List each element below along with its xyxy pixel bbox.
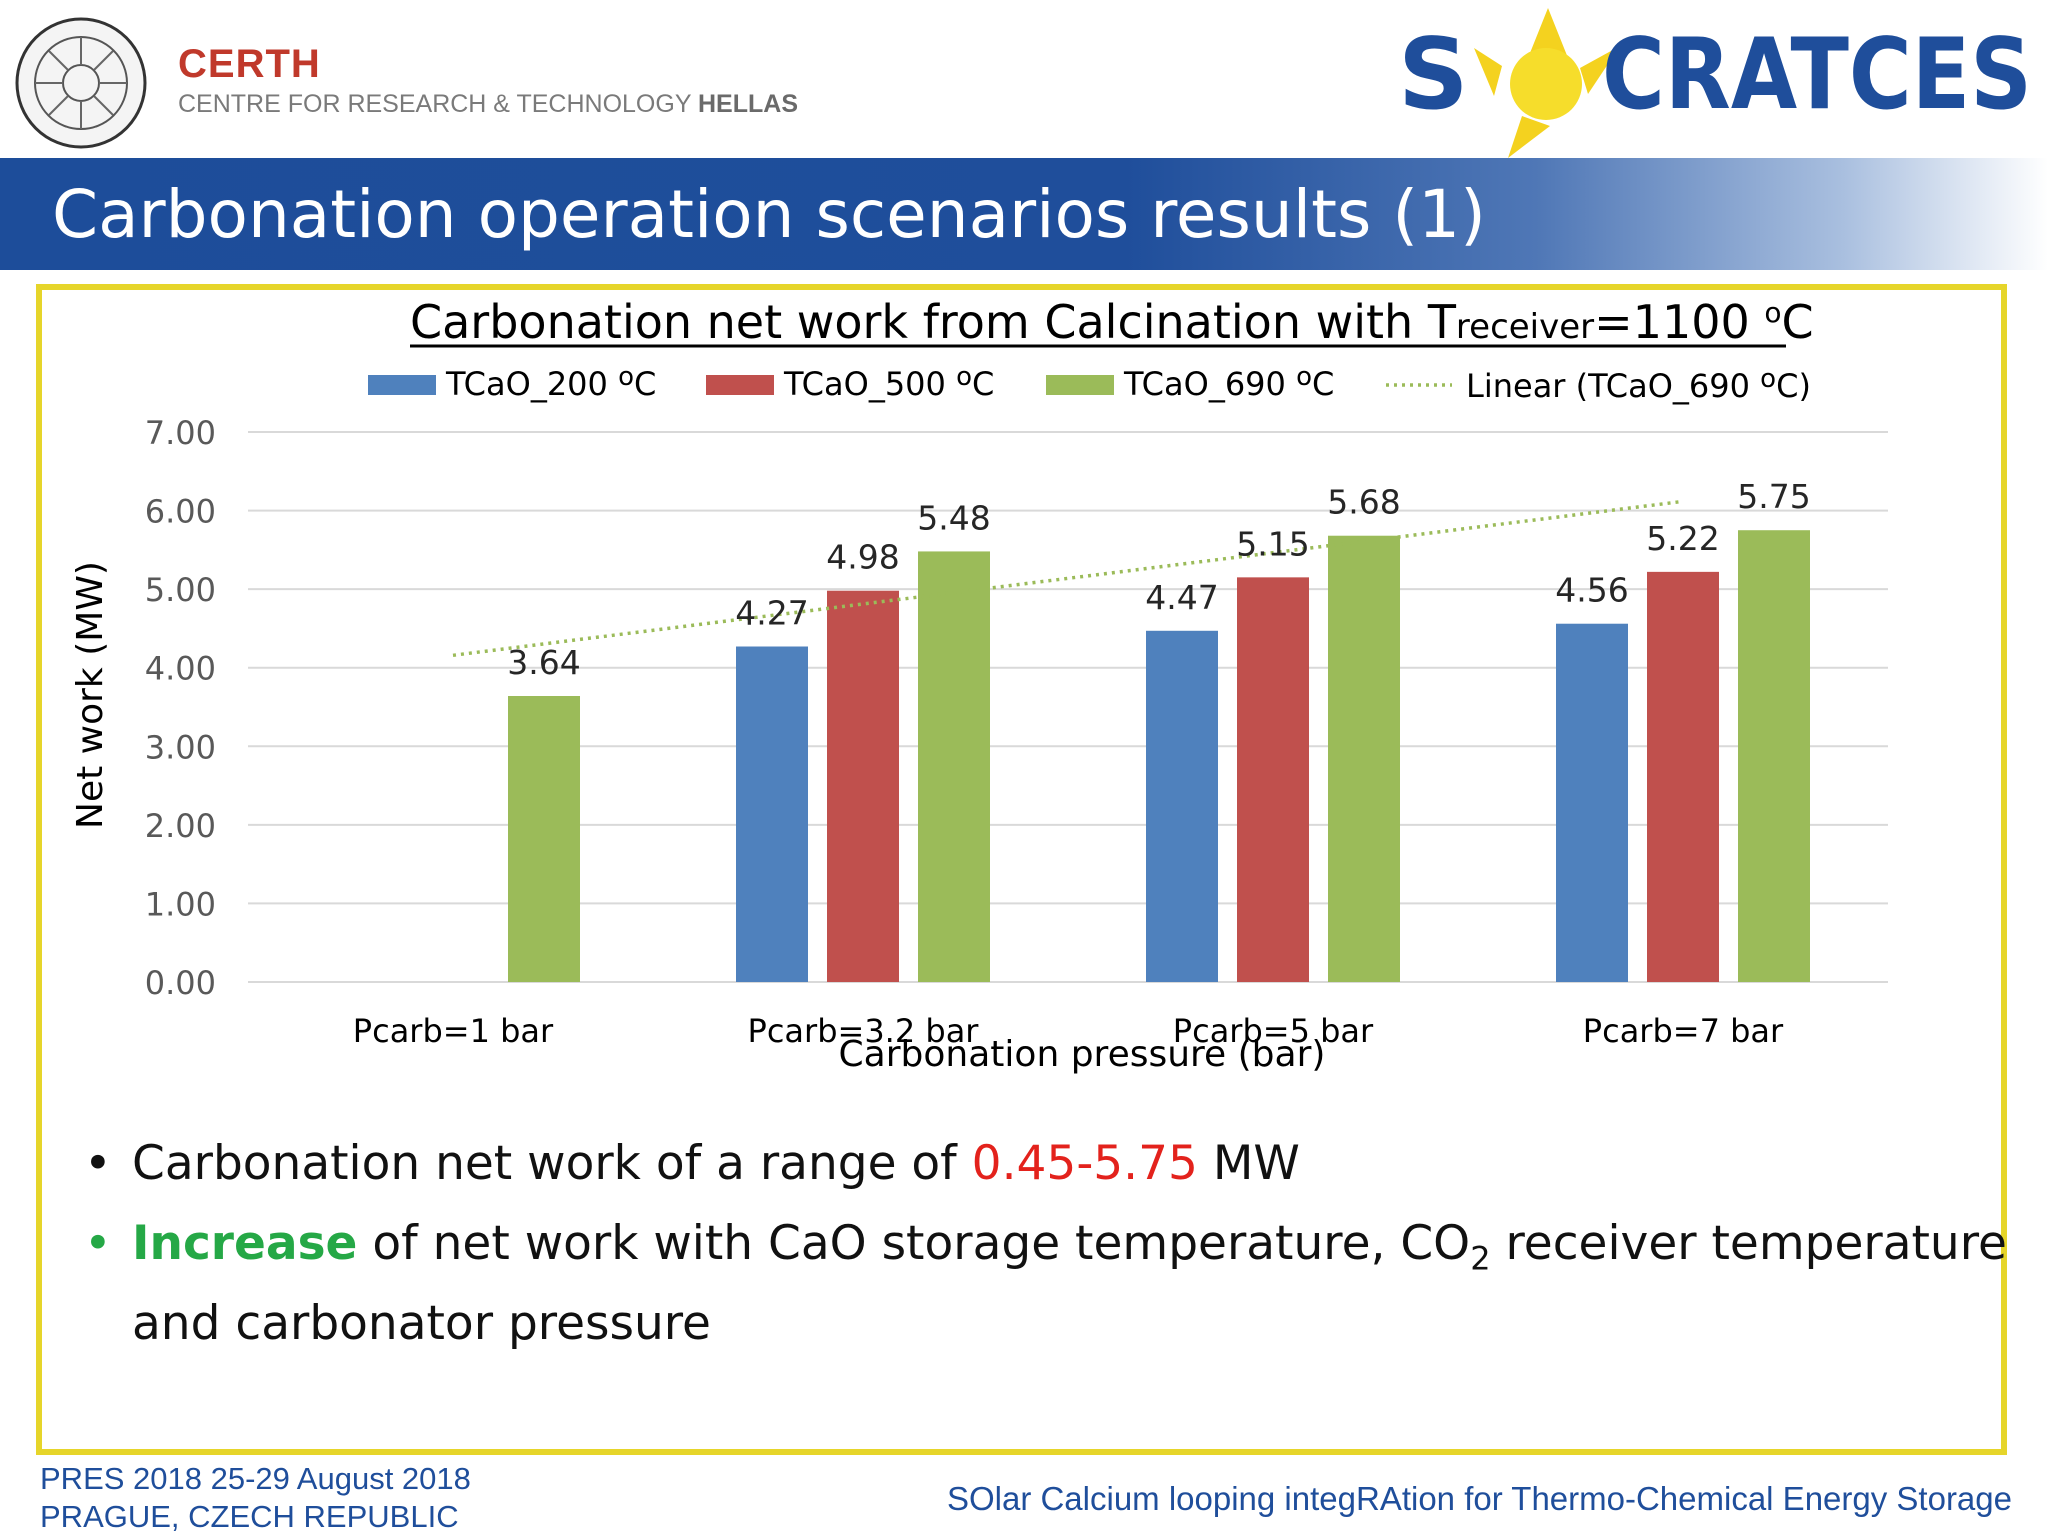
legend-label: TCaO_690 oC	[1123, 362, 1334, 403]
bar-tcao-500	[1237, 577, 1309, 982]
chart-title: Carbonation net work from Calcination wi…	[410, 295, 1814, 349]
x-tick-labels: Pcarb=1 bar Pcarb=3.2 bar Pcarb=5 bar Pcarb…	[353, 1012, 1784, 1050]
chart-legend: TCaO_200 oC TCaO_500 oC TCaO_690 oC Linear …	[368, 362, 1811, 405]
trendline	[452, 499, 1684, 658]
bar-tcao-200	[736, 646, 808, 982]
y-tick-label: 3.00	[145, 728, 216, 766]
legend-label: Linear (TCaO_690 oC)	[1466, 364, 1811, 405]
legend-swatch	[368, 375, 436, 395]
bar-tcao-500	[1647, 571, 1719, 982]
y-tick-label: 4.00	[145, 650, 216, 688]
y-tick-label: 0.00	[145, 964, 216, 1002]
slide-title: Carbonation operation scenarios results …	[52, 176, 1486, 253]
value-label: 4.98	[826, 538, 899, 577]
value-label: 4.47	[1145, 578, 1218, 617]
org-name: CERTH	[178, 42, 321, 86]
legend-item-tcao-690: TCaO_690 oC	[1046, 362, 1334, 403]
content-frame	[36, 284, 2007, 1455]
value-label: 3.64	[507, 643, 580, 682]
value-label: 4.56	[1555, 571, 1628, 610]
bar-chart: Carbonation net work from Calcination wi…	[70, 295, 1888, 1075]
svg-text:Carbonation net work from Calc: Carbonation net work from Calcination wi…	[410, 295, 1814, 349]
x-tick-label: Pcarb=5 bar	[1173, 1012, 1374, 1050]
legend-item-linear-trendline: Linear (TCaO_690 oC)	[1386, 364, 1811, 405]
increase-highlight: Increase	[132, 1216, 358, 1271]
legend-item-tcao-200: TCaO_200 oC	[368, 362, 656, 403]
bullet-dot: •	[84, 1136, 112, 1191]
x-axis-label: Carbonation pressure (bar)	[839, 1034, 1326, 1075]
value-label: 5.22	[1646, 519, 1719, 558]
svg-text:CRATCES: CRATCES	[1602, 18, 2032, 132]
svg-text:S: S	[1398, 18, 1469, 132]
bullet-dot: •	[84, 1216, 112, 1271]
bar-tcao-690	[1328, 535, 1400, 982]
project-tagline: SOlar Calcium looping integRAtion for Th…	[946, 1480, 2012, 1517]
bar-tcao-690	[918, 551, 990, 982]
sun-icon	[1474, 8, 1620, 158]
org-subtitle: CENTRE FOR RESEARCH & TECHNOLOGY HELLAS	[178, 90, 798, 118]
legend-item-tcao-500: TCaO_500 oC	[706, 362, 994, 403]
y-tick-label: 7.00	[145, 414, 216, 452]
x-tick-label: Pcarb=3.2 bar	[748, 1012, 980, 1050]
value-labels: 3.64 4.27 4.98 5.48 4.47 5.15 5.68 4.56 5.22 5.75	[507, 477, 1810, 682]
x-tick-label: Pcarb=7 bar	[1583, 1012, 1784, 1050]
value-label: 5.15	[1236, 524, 1309, 563]
y-axis-label: Net work (MW)	[70, 561, 111, 829]
conference-info: PRES 2018 25-29 August 2018 PRAGUE, CZEC…	[40, 1461, 471, 1534]
y-tick-label: 6.00	[145, 493, 216, 531]
socratces-logo: S CRATCES	[1398, 8, 2032, 158]
bars	[508, 530, 1810, 982]
legend-label: TCaO_500 oC	[783, 362, 994, 403]
y-tick-label: 1.00	[145, 885, 216, 923]
y-tick-label: 5.00	[145, 571, 216, 609]
bar-tcao-200	[1146, 630, 1218, 982]
value-label: 4.27	[735, 594, 808, 633]
value-label: 5.68	[1327, 483, 1400, 522]
bullet-2-continuation: and carbonator pressure	[132, 1296, 711, 1351]
legend-swatch	[1046, 375, 1114, 395]
bar-tcao-690	[508, 696, 580, 982]
range-highlight: 0.45-5.75	[971, 1136, 1198, 1191]
value-label: 5.75	[1737, 477, 1810, 516]
legend-label: TCaO_200 oC	[445, 362, 656, 403]
bullet-2: • Increase of net work with CaO storage t…	[84, 1216, 2007, 1278]
y-gridlines	[248, 431, 1888, 983]
bar-tcao-200	[1556, 623, 1628, 982]
trendline-linear	[452, 499, 1684, 658]
y-tick-label: 2.00	[145, 807, 216, 845]
value-label: 5.48	[917, 498, 990, 537]
legend-swatch	[706, 375, 774, 395]
bullet-1: • Carbonation net work of a range of 0.45…	[84, 1136, 1300, 1191]
title-band	[0, 158, 2048, 270]
y-tick-labels: 0.00 1.00 2.00 3.00 4.00 5.00 6.00 7.00	[145, 414, 216, 1002]
x-tick-label: Pcarb=1 bar	[353, 1012, 554, 1050]
bar-tcao-690	[1738, 530, 1810, 982]
bar-tcao-500	[827, 590, 899, 982]
certh-seal-logo	[15, 17, 147, 149]
